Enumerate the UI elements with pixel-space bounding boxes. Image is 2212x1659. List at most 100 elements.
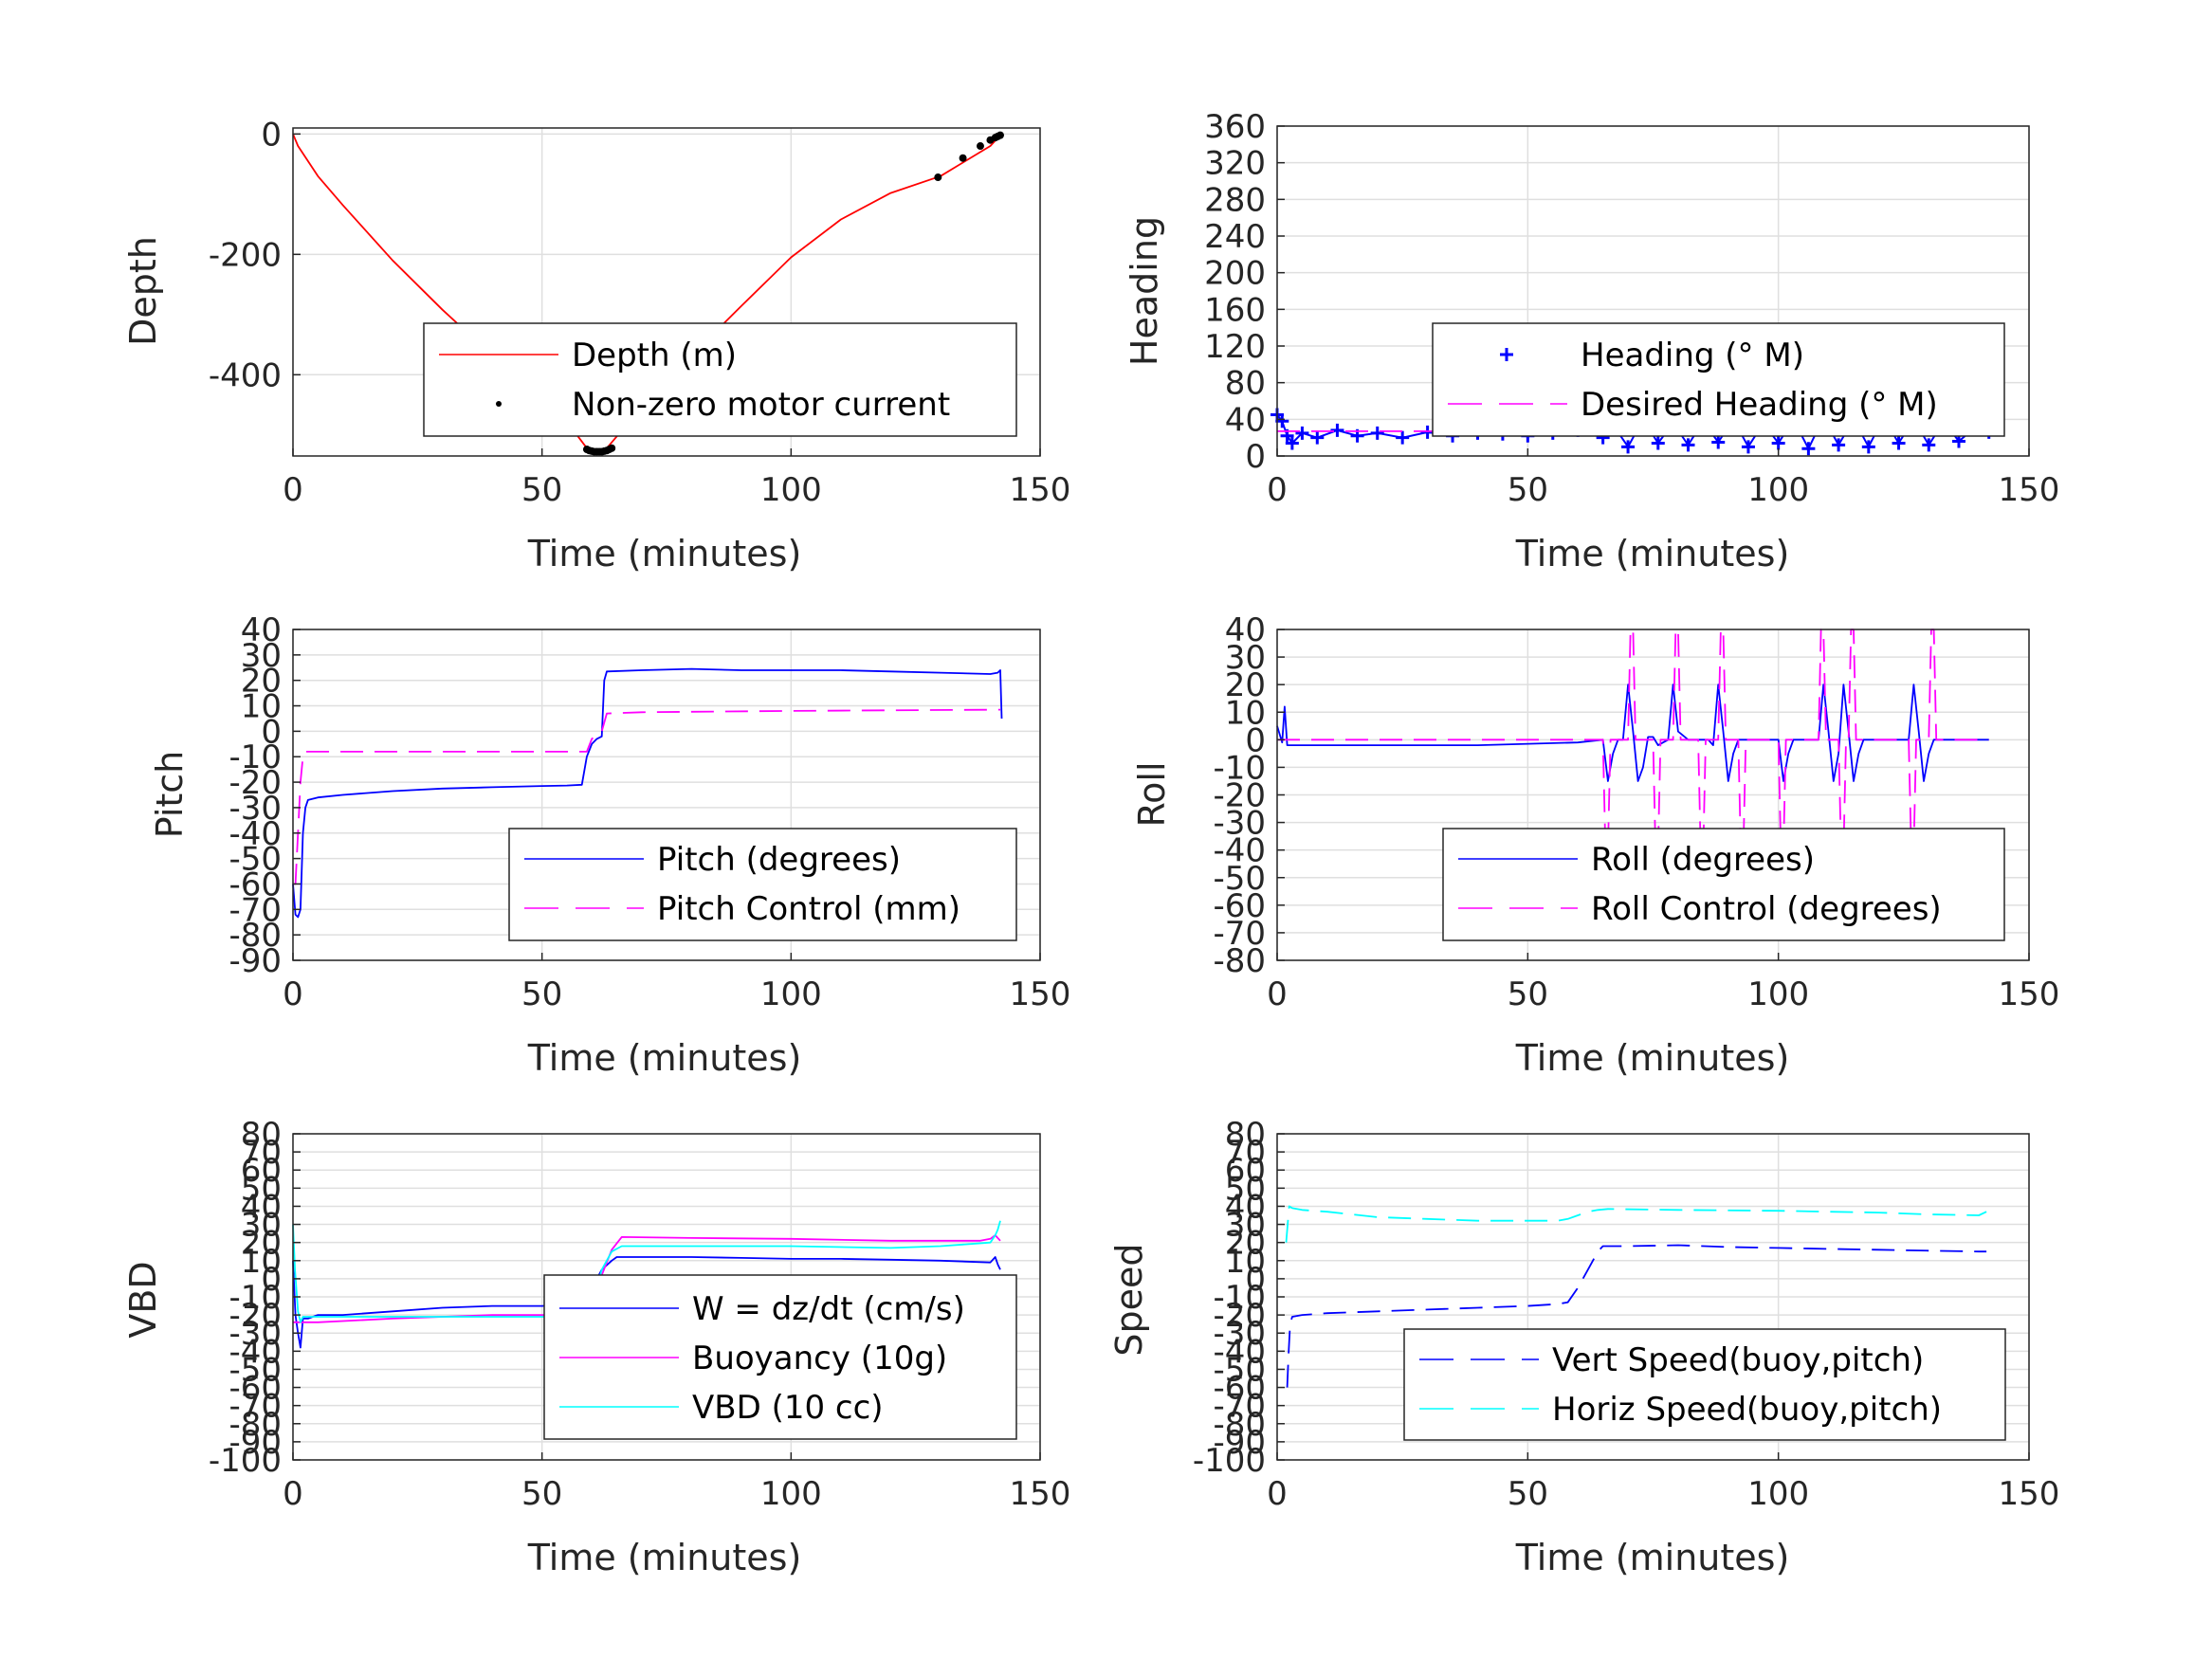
- vbd-series-2-line: [292, 1220, 1001, 1323]
- speed-xlabel: Time (minutes): [1515, 1537, 1790, 1578]
- vbd-series-1-line: [293, 1234, 1001, 1323]
- roll-ytick-label: 40: [1225, 611, 1266, 649]
- pitch-ytick-label: 0: [261, 713, 282, 751]
- depth-ytick-label: 0: [261, 116, 282, 154]
- heading-legend-swatch-heading: [1500, 348, 1513, 361]
- depth-axes-frame: [292, 127, 1041, 457]
- vbd-xtick-label: 150: [1010, 1475, 1071, 1513]
- speed-xtick-label: 150: [1999, 1475, 2060, 1513]
- speed-legend-label-vert: Vert Speed(buoy,pitch): [1552, 1341, 1924, 1379]
- vbd-ytick-label: -70: [229, 1388, 282, 1426]
- pitch-xtick-label: 100: [760, 975, 822, 1013]
- pitch-ytick-label: 30: [241, 637, 282, 675]
- speed-ytick-label: -100: [1193, 1442, 1266, 1480]
- pitch-ytick-label: -80: [229, 917, 282, 955]
- pitch-ylabel: Pitch: [149, 751, 191, 839]
- speed-ytick-label: -30: [1213, 1315, 1266, 1353]
- roll-ytick-label: -80: [1213, 942, 1266, 980]
- speed-ytick-label: 60: [1225, 1152, 1266, 1190]
- vbd-legend-label-w: W = dz/dt (cm/s): [692, 1290, 965, 1328]
- depth-xtick-label: 0: [283, 471, 303, 509]
- roll-ytick-label: -20: [1213, 777, 1266, 815]
- pitch-xtick-label: 150: [1010, 975, 1071, 1013]
- roll-xtick-label: 100: [1747, 975, 1809, 1013]
- roll-legend: Roll (degrees) Roll Control (degrees): [1442, 828, 2005, 941]
- vbd-xtick-label: 50: [521, 1475, 562, 1513]
- pitch-ytick-label: 40: [241, 611, 282, 649]
- depth-ytick-label: -400: [209, 356, 282, 394]
- heading-axes-frame: [1276, 125, 2030, 457]
- panel-depth: 0 50 100 150 -400 -200 0 Time (minutes) Depth …: [122, 116, 1070, 574]
- pitch-plot-area: 0 50 100 150-90-80-70-60-50-40-30-20-100102…: [229, 611, 1070, 1013]
- heading-ytick-label: 0: [1245, 438, 1266, 476]
- heading-xtick-label: 150: [1999, 471, 2060, 509]
- speed-ytick-label: 10: [1225, 1243, 1266, 1281]
- heading-xtick-label: 0: [1267, 471, 1288, 509]
- depth-legend: Depth (m) Non-zero motor current: [423, 322, 1017, 437]
- heading-series-0-marker: [1370, 426, 1384, 440]
- speed-ytick-label: -10: [1213, 1279, 1266, 1317]
- heading-series-0-marker: [1621, 440, 1636, 454]
- heading-series-0-marker: [1861, 440, 1875, 454]
- heading-ytick-label: 160: [1204, 291, 1266, 329]
- vbd-ytick-label: 20: [241, 1225, 282, 1263]
- speed-ytick-label: 80: [1225, 1116, 1266, 1154]
- pitch-axes-frame: [292, 629, 1041, 961]
- speed-plot-area: 0 50 100 150-100-90-80-70-60-50-40-30-20-10…: [1193, 1116, 2060, 1513]
- vbd-ylabel: VBD: [122, 1261, 164, 1338]
- heading-series-0-marker: [1285, 436, 1299, 450]
- panel-speed: 0 50 100 150-100-90-80-70-60-50-40-30-20-10…: [1108, 1116, 2059, 1578]
- heading-series-0-marker: [1741, 440, 1755, 454]
- heading-series-0-marker: [1892, 436, 1906, 450]
- heading-ytick-label: 80: [1225, 365, 1266, 403]
- pitch-ytick-label: 10: [241, 688, 282, 726]
- vbd-ytick-label: -10: [229, 1279, 282, 1317]
- roll-ylabel: Roll: [1131, 761, 1173, 827]
- pitch-ytick-label: -30: [229, 790, 282, 828]
- speed-ytick-label: -70: [1213, 1388, 1266, 1426]
- pitch-series-1-line: [293, 708, 1001, 885]
- depth-series-1-point: [976, 142, 984, 151]
- heading-series-0-marker: [1832, 438, 1846, 452]
- depth-legend-box: [423, 322, 1017, 437]
- roll-ytick-label: 0: [1245, 721, 1266, 759]
- roll-series-0-line: [1276, 684, 1989, 782]
- roll-ytick-label: -30: [1213, 805, 1266, 843]
- pitch-ytick-label: -50: [229, 841, 282, 879]
- speed-ytick-label: -50: [1213, 1351, 1266, 1389]
- heading-series-0-marker: [1295, 426, 1309, 440]
- roll-xtick-label: 0: [1267, 975, 1288, 1013]
- speed-xtick-label: 100: [1747, 1475, 1809, 1513]
- vbd-xtick-label: 0: [283, 1475, 303, 1513]
- speed-series-1-line: [1285, 1205, 1987, 1243]
- vbd-ytick-label: 30: [241, 1207, 282, 1245]
- roll-ytick-label: -50: [1213, 860, 1266, 898]
- pitch-series-0-line: [292, 667, 1003, 919]
- depth-series-1-point: [934, 173, 942, 182]
- roll-ytick-label: 20: [1225, 666, 1266, 704]
- speed-ylabel: Speed: [1108, 1243, 1150, 1356]
- heading-ytick-label: 280: [1204, 181, 1266, 219]
- speed-ytick-label: -60: [1213, 1370, 1266, 1408]
- roll-legend-label-roll: Roll (degrees): [1591, 841, 1815, 879]
- speed-legend-label-horiz: Horiz Speed(buoy,pitch): [1552, 1391, 1942, 1429]
- roll-series-1-line: [1277, 629, 1989, 851]
- roll-xlabel: Time (minutes): [1515, 1037, 1790, 1079]
- roll-ytick-label: 10: [1225, 694, 1266, 732]
- pitch-legend-label-pitch: Pitch (degrees): [657, 841, 901, 879]
- roll-ytick-label: -60: [1213, 887, 1266, 925]
- pitch-legend: Pitch (degrees) Pitch Control (mm): [508, 828, 1017, 941]
- vbd-ytick-label: 60: [241, 1152, 282, 1190]
- depth-xtick-label: 150: [1010, 471, 1071, 509]
- speed-xtick-label: 0: [1267, 1475, 1288, 1513]
- vbd-ytick-label: -90: [229, 1424, 282, 1462]
- depth-plot-area: 0 50 100 150 -400 -200 0: [209, 116, 1071, 509]
- vbd-xlabel: Time (minutes): [527, 1537, 802, 1578]
- heading-series-0-marker: [1396, 430, 1410, 445]
- heading-series-0-marker: [1310, 430, 1325, 445]
- pitch-ytick-label: -10: [229, 738, 282, 776]
- heading-legend-label-desired: Desired Heading (° M): [1581, 386, 1938, 424]
- heading-legend: Heading (° M) Desired Heading (° M): [1432, 322, 2005, 437]
- roll-plot-area: 0 50 100 150-80-70-60-50-40-30-20-100102030…: [1213, 611, 2059, 1013]
